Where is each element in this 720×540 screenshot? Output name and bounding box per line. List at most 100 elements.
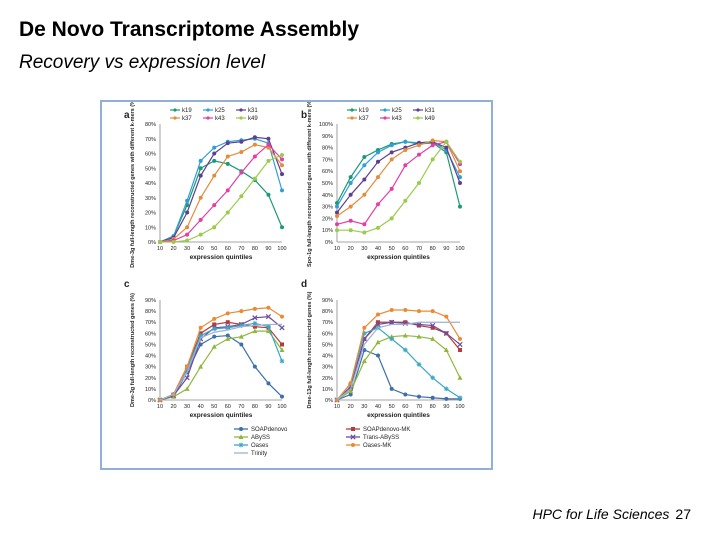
panel-a-series-line (159, 160, 283, 243)
method-legend-marker (238, 442, 244, 448)
method-legend-label: SOAPdenovo-MK (363, 427, 410, 433)
panel-a-series-line (159, 138, 283, 243)
panel-d-data-point (443, 347, 449, 352)
panel-c-series-line (159, 334, 283, 401)
panel-c-data-point (266, 305, 271, 310)
panel-a-xtick-label: 100 (277, 246, 286, 252)
panel-a-data-point (185, 198, 190, 203)
panel-d-xtick-label: 50 (389, 404, 395, 410)
panel-b-data-point (376, 202, 380, 207)
panel-a-data-point (198, 158, 203, 163)
method-legend-marker (239, 427, 243, 431)
panel-a-data-point (252, 154, 257, 159)
panel-a-legend-marker (239, 116, 243, 120)
panel-d-data-point (362, 325, 367, 330)
panel-d-label: d (301, 279, 307, 290)
panel-c-ytick-label: 40% (145, 354, 156, 360)
panel-a-ytick-label: 60% (145, 152, 156, 158)
panel-b-ytick-label: 30% (322, 205, 333, 211)
method-legend-marker (351, 443, 355, 447)
panel-a-legend-marker (206, 116, 210, 120)
panel-c-ytick-label: 30% (145, 365, 156, 371)
footer-text: HPC for Life Sciences (532, 506, 670, 522)
panel-a-xtick-label: 70 (238, 246, 244, 252)
panel-c-data-point (265, 314, 272, 320)
panel-d-data-point (376, 353, 380, 358)
panel-b-data-point (335, 210, 339, 215)
panel-b-ytick-label: 40% (322, 193, 333, 199)
panel-c-ytick-label: 50% (145, 342, 156, 348)
panel-d-ytick-label: 30% (322, 365, 333, 371)
panel-d-data-point (348, 388, 354, 394)
method-legend-label: Oases (251, 443, 268, 449)
panel-b-ytick-label: 20% (322, 216, 333, 222)
panel-a-ytick-label: 40% (145, 181, 156, 187)
panel-d-ytick-label: 90% (322, 298, 333, 304)
panel-a-data-point (239, 139, 244, 144)
panel-a-data-point (266, 136, 271, 141)
panel-c-data-point (212, 322, 217, 327)
method-legend-label: Trinity (251, 451, 267, 457)
panel-c-data-point (266, 324, 271, 330)
panel-b-data-point (389, 157, 394, 162)
panel-a-data-point (225, 141, 230, 146)
panel-c-data-point (279, 347, 285, 352)
panel-b-series-line (336, 139, 461, 217)
panel-a-data-point (212, 145, 217, 150)
panel-b-data-point (389, 186, 394, 191)
panel-a-legend-label: k37 (182, 116, 192, 122)
panel-b-data-point (417, 181, 421, 185)
panel-d-data-point (376, 320, 380, 325)
figure-svg: a 0% 10% 20% 30% 40% 50% 60% 70% 80% 10 20 30 40 50 60 7… (124, 102, 465, 457)
figure-frame: a 0% 10% 20% 30% 40% 50% 60% 70% 80% 10 20 30 40 50 60 7… (100, 100, 493, 470)
panel-d-series-line (336, 334, 461, 401)
panel-c-data-point (225, 336, 231, 341)
panel-c-data-point (238, 323, 244, 328)
method-legend-marker (350, 434, 356, 440)
panel-d-data-point (458, 348, 462, 352)
panel-b-data-point (458, 159, 462, 164)
panel-d-series-line (336, 321, 461, 401)
panel-b-data-point (335, 222, 339, 227)
panel-c-data-point (225, 333, 230, 338)
panel-a-data-point (198, 195, 203, 200)
method-legend-marker (351, 427, 355, 431)
panel-c-data-point (252, 306, 257, 311)
panel-d-series-line (336, 349, 460, 401)
panel-b-data-point (458, 175, 462, 180)
panel-b-data-point (444, 145, 449, 150)
panel-d-data-point (417, 309, 421, 314)
panel-d-data-point (430, 375, 436, 381)
panel-d-data-point (402, 347, 408, 353)
panel-d-data-point (389, 308, 394, 312)
panel-b-xtick-label: 100 (455, 246, 464, 252)
panel-b-data-point (335, 214, 339, 219)
panel-a-ytick-label: 70% (145, 137, 156, 143)
panel-b-legend-marker (416, 108, 420, 112)
panel-a-data-point (280, 152, 284, 157)
panel-b-data-point (430, 157, 435, 162)
panel-b-legend-label: k43 (392, 116, 402, 122)
panel-d-data-point (416, 362, 422, 367)
panel-b-data-point (335, 228, 339, 233)
panel-c-data-point (252, 315, 258, 321)
panel-d-data-point (375, 339, 381, 345)
panel-d-ytick-label: 10% (322, 387, 333, 393)
panel-a-xtick-label: 90 (265, 246, 271, 252)
method-legend-label: SOAPdenovo (251, 427, 288, 433)
panel-c-series-line (159, 316, 283, 401)
panel-a-series-line (160, 154, 283, 243)
panel-a-data-point (280, 188, 284, 193)
panel-b-data-point (362, 163, 367, 168)
panel-c-data-point (184, 386, 190, 391)
page-number: 27 (675, 506, 691, 522)
panel-a-data-point (252, 176, 257, 181)
panel-b-data-point (403, 198, 408, 203)
panel-c-data-point (252, 328, 258, 334)
panel-d-ytick-label: 50% (322, 342, 333, 348)
panel-b-data-point (362, 222, 367, 227)
panel-d-data-point (457, 375, 463, 380)
panel-d-data-point (389, 336, 395, 342)
panel-d-data-point (430, 325, 435, 330)
panel-c-xtick-label: 90 (265, 404, 271, 410)
